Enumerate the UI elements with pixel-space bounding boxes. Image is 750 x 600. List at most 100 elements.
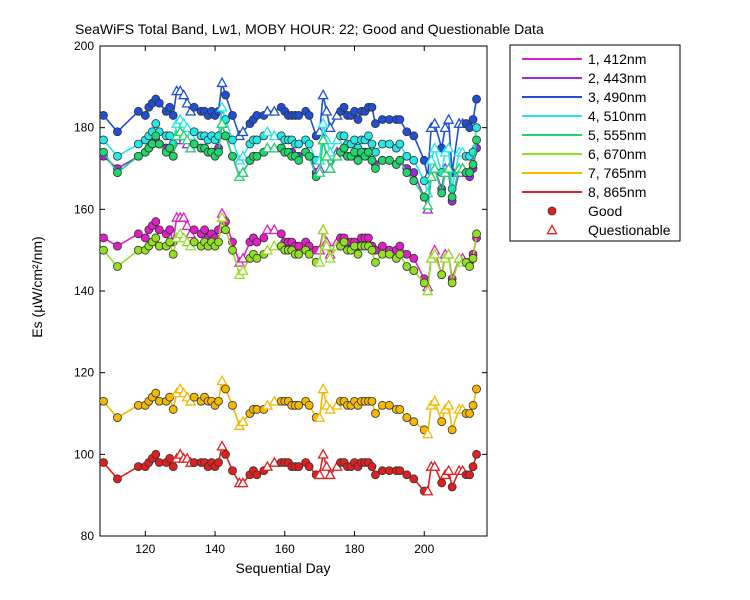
good-point [419, 192, 429, 202]
good-point [304, 151, 314, 161]
good-point [371, 164, 380, 173]
questionable-point [261, 125, 274, 137]
good-point [113, 127, 122, 137]
good-point [168, 462, 178, 471]
good-point [384, 139, 394, 149]
good-point [465, 470, 474, 480]
good-point [304, 111, 314, 120]
x-tick-label: 160 [275, 542, 295, 556]
questionable-point [261, 223, 274, 235]
good-point [259, 233, 269, 243]
good-point [140, 111, 150, 120]
good-point [437, 270, 447, 280]
good-point [189, 102, 199, 112]
x-tick-label: 140 [205, 542, 225, 556]
questionable-point [324, 252, 336, 263]
good-point [221, 131, 230, 141]
good-point [371, 258, 380, 267]
good-point [214, 396, 223, 406]
good-point [151, 119, 161, 128]
good-point [447, 192, 457, 202]
good-point [151, 217, 161, 226]
good-point [133, 229, 143, 239]
x-tick-label: 120 [135, 542, 155, 556]
good-point [113, 262, 122, 271]
questionable-point [268, 456, 281, 467]
good-point [395, 249, 405, 259]
good-point [189, 139, 199, 149]
series-4 [99, 117, 481, 210]
legend-questionable-label: Questionable [588, 222, 671, 238]
good-point [252, 237, 262, 247]
legend-good-label: Good [588, 203, 622, 219]
legend-label: 3, 490nm [588, 89, 646, 105]
x-axis-label: Sequential Day [236, 560, 331, 576]
series-7 [99, 440, 481, 496]
good-point [99, 233, 108, 243]
series-5 [99, 211, 481, 296]
good-point [214, 237, 223, 247]
good-point [200, 225, 209, 235]
good-point [468, 160, 478, 169]
good-point [339, 237, 349, 247]
questionable-point [320, 105, 333, 116]
good-point [353, 155, 363, 165]
good-point [384, 400, 394, 410]
questionable-point [317, 223, 329, 235]
questionable-point [442, 113, 455, 124]
questionable-point [237, 264, 249, 275]
questionable-point [317, 117, 329, 128]
good-point [409, 266, 419, 275]
good-point [402, 127, 412, 137]
questionable-point [216, 211, 228, 222]
good-point [304, 249, 314, 259]
questionable-point [237, 150, 249, 161]
good-point [133, 139, 143, 149]
questionable-point [317, 448, 329, 459]
good-point [364, 233, 373, 243]
good-point [304, 400, 314, 410]
good-point [409, 253, 419, 263]
good-point [437, 188, 447, 198]
good-point [189, 237, 199, 247]
questionable-point [425, 154, 437, 165]
good-point [395, 115, 405, 124]
good-point [165, 225, 175, 235]
chart-title: SeaWiFS Total Band, Lw1, MOBY HOUR: 22; … [75, 21, 544, 37]
good-point [252, 470, 262, 480]
y-tick-label: 180 [74, 121, 94, 135]
good-point [221, 225, 230, 235]
questionable-point [320, 240, 333, 251]
good-point [367, 102, 377, 112]
good-point [367, 462, 377, 471]
good-point [294, 139, 304, 149]
good-point [133, 151, 143, 161]
good-point [168, 111, 178, 120]
x-tick-label: 180 [344, 542, 364, 556]
questionable-point [268, 129, 281, 141]
good-point [294, 400, 304, 410]
good-point [395, 466, 405, 476]
good-point [472, 229, 481, 239]
questionable-point [425, 170, 437, 181]
good-point [447, 482, 457, 492]
good-point [402, 151, 412, 161]
good-point [447, 278, 457, 288]
questionable-point [317, 133, 329, 145]
y-tick-label: 200 [74, 39, 94, 53]
good-point [371, 470, 380, 480]
questionable-point [268, 142, 281, 153]
good-point [472, 94, 481, 104]
questionable-point [216, 76, 228, 88]
questionable-point [216, 440, 228, 451]
good-point [339, 131, 349, 141]
good-point [294, 155, 304, 165]
good-point [294, 111, 304, 120]
legend-label: 2, 443nm [588, 70, 646, 86]
x-tick-label: 200 [414, 542, 434, 556]
good-point [367, 245, 377, 255]
good-point [140, 233, 150, 243]
questionable-point [317, 89, 329, 100]
good-point [99, 111, 108, 120]
good-point [395, 139, 405, 149]
